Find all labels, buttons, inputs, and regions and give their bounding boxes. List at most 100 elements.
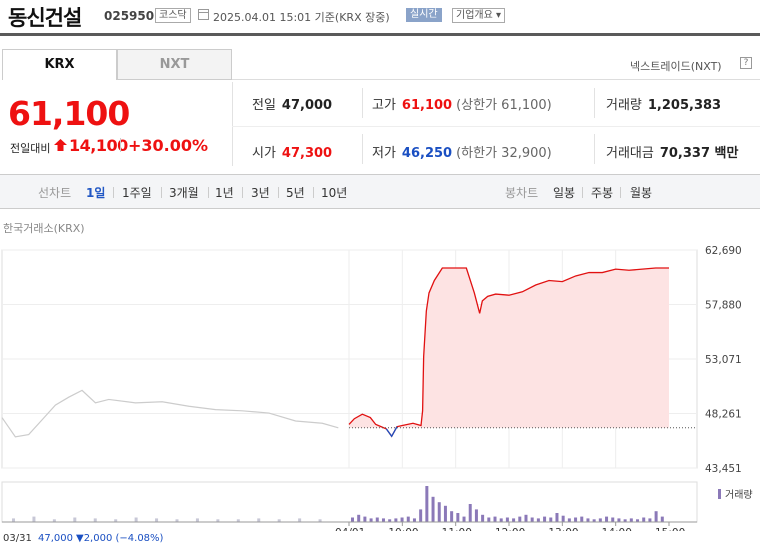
volume-bar: [567, 518, 571, 522]
stat-value: 46,250: [401, 146, 453, 161]
volume-bar: [73, 517, 77, 522]
volume-bar: [580, 516, 584, 522]
candle-monthly[interactable]: 월봉: [630, 186, 653, 200]
volume-legend: 거래량: [718, 486, 753, 501]
stats-divider-h: [232, 126, 760, 127]
volume-bar: [487, 517, 491, 522]
volume-bar: [52, 519, 56, 522]
volume-bar: [298, 518, 302, 522]
market-badge: 코스닥: [155, 8, 191, 23]
volume-bar: [505, 517, 509, 522]
volume-bar: [388, 519, 392, 522]
period-5y[interactable]: 5년: [286, 186, 305, 200]
volume-bar: [586, 518, 590, 522]
nextrade-link[interactable]: 넥스트레이드(NXT): [630, 60, 722, 73]
volume-bar: [605, 516, 609, 522]
footer-price: 47,000: [38, 533, 73, 544]
volume-bar: [524, 514, 528, 522]
stat-value: 70,337 백만: [659, 146, 739, 161]
stat-label: 거래대금: [606, 146, 654, 161]
period-separator: [620, 187, 621, 198]
volume-bar: [493, 516, 497, 522]
volume-bar: [543, 516, 547, 522]
stat-volume: 거래량 1,205,383: [606, 94, 721, 113]
volume-bar: [450, 511, 454, 522]
candle-weekly[interactable]: 주봉: [591, 186, 614, 200]
x-tick-label: 15:00: [655, 527, 685, 531]
period-3y[interactable]: 3년: [251, 186, 270, 200]
stat-label: 전일: [252, 98, 276, 113]
current-price: 61,100: [8, 94, 130, 133]
volume-bar: [617, 518, 621, 522]
volume-bar: [468, 504, 472, 522]
volume-bar: [574, 517, 578, 522]
company-overview-button[interactable]: 기업개요 ▾: [452, 8, 505, 23]
volume-area: [1, 481, 698, 523]
series-line-prev-day: [1, 389, 339, 438]
stat-label: 저가: [372, 146, 396, 161]
stat-open: 시가 47,300: [252, 142, 332, 161]
volume-bar: [357, 514, 361, 522]
period-separator: [208, 187, 209, 198]
stat-high: 고가 61,100 (상한가 61,100): [372, 94, 552, 113]
period-10y[interactable]: 10년: [321, 186, 348, 200]
volume-bar: [277, 519, 281, 522]
volume-bar: [216, 519, 220, 522]
volume-bar: [12, 518, 15, 522]
stock-header: 동신건설 025950 코스닥 2025.04.01 15:01 기준(KRX …: [0, 0, 760, 36]
candle-daily[interactable]: 일봉: [553, 186, 576, 200]
volume-bar: [474, 509, 478, 522]
volume-bar: [536, 518, 540, 522]
volume-bar: [114, 519, 118, 522]
volume-bar: [394, 518, 398, 522]
stats-divider: [594, 134, 595, 164]
change-rate: +30.00%: [128, 136, 209, 155]
volume-bar: [257, 518, 261, 522]
volume-bar: [155, 518, 159, 522]
stats-divider: [594, 88, 595, 118]
stat-low: 저가 46,250 (하한가 32,900): [372, 142, 552, 161]
stock-name: 동신건설: [8, 6, 82, 30]
x-tick-label: 13:00: [548, 527, 578, 531]
period-3m[interactable]: 3개월: [169, 186, 199, 200]
volume-bar: [375, 517, 379, 522]
volume-bar: [236, 519, 240, 522]
volume-bar: [195, 518, 199, 522]
stat-label: 고가: [372, 98, 396, 113]
help-icon[interactable]: ?: [740, 57, 752, 69]
volume-bar: [419, 509, 423, 522]
stat-sub: (하한가 32,900): [456, 146, 552, 161]
volume-bar: [406, 516, 410, 522]
volume-bar: [636, 519, 640, 522]
stat-prev-close: 전일 47,000: [252, 94, 332, 113]
stat-amount: 거래대금 70,337 백만: [606, 142, 738, 161]
volume-bar: [134, 517, 138, 522]
footer-change: ▼2,000 (−4.08%): [76, 533, 164, 544]
volume-bar: [481, 514, 485, 522]
volume-bar: [431, 496, 435, 522]
stat-value: 47,300: [281, 146, 333, 161]
period-separator: [313, 187, 314, 198]
tab-krx[interactable]: KRX: [2, 49, 117, 80]
stats-divider: [362, 88, 363, 118]
volume-bar: [443, 505, 447, 522]
calendar-icon: [198, 9, 209, 20]
stat-label: 거래량: [606, 98, 642, 113]
period-1d[interactable]: 1일: [86, 186, 106, 200]
realtime-button[interactable]: 실시간: [406, 8, 442, 22]
series-area-today: [349, 268, 669, 428]
volume-bar: [642, 517, 646, 522]
stat-sub: (상한가 61,100): [456, 98, 552, 113]
period-1w[interactable]: 1주일: [122, 186, 152, 200]
volume-bar: [175, 519, 179, 522]
stat-value: 61,100: [401, 98, 453, 113]
candle-chart-label: 봉차트: [505, 186, 539, 200]
volume-bar: [660, 516, 664, 522]
volume-bar: [381, 518, 385, 522]
tab-divider: [232, 79, 760, 80]
period-1y[interactable]: 1년: [215, 186, 234, 200]
volume-bar: [400, 517, 404, 522]
tab-nxt[interactable]: NXT: [117, 49, 232, 80]
volume-bar: [530, 517, 534, 522]
change-amount: 14,100: [69, 136, 128, 155]
